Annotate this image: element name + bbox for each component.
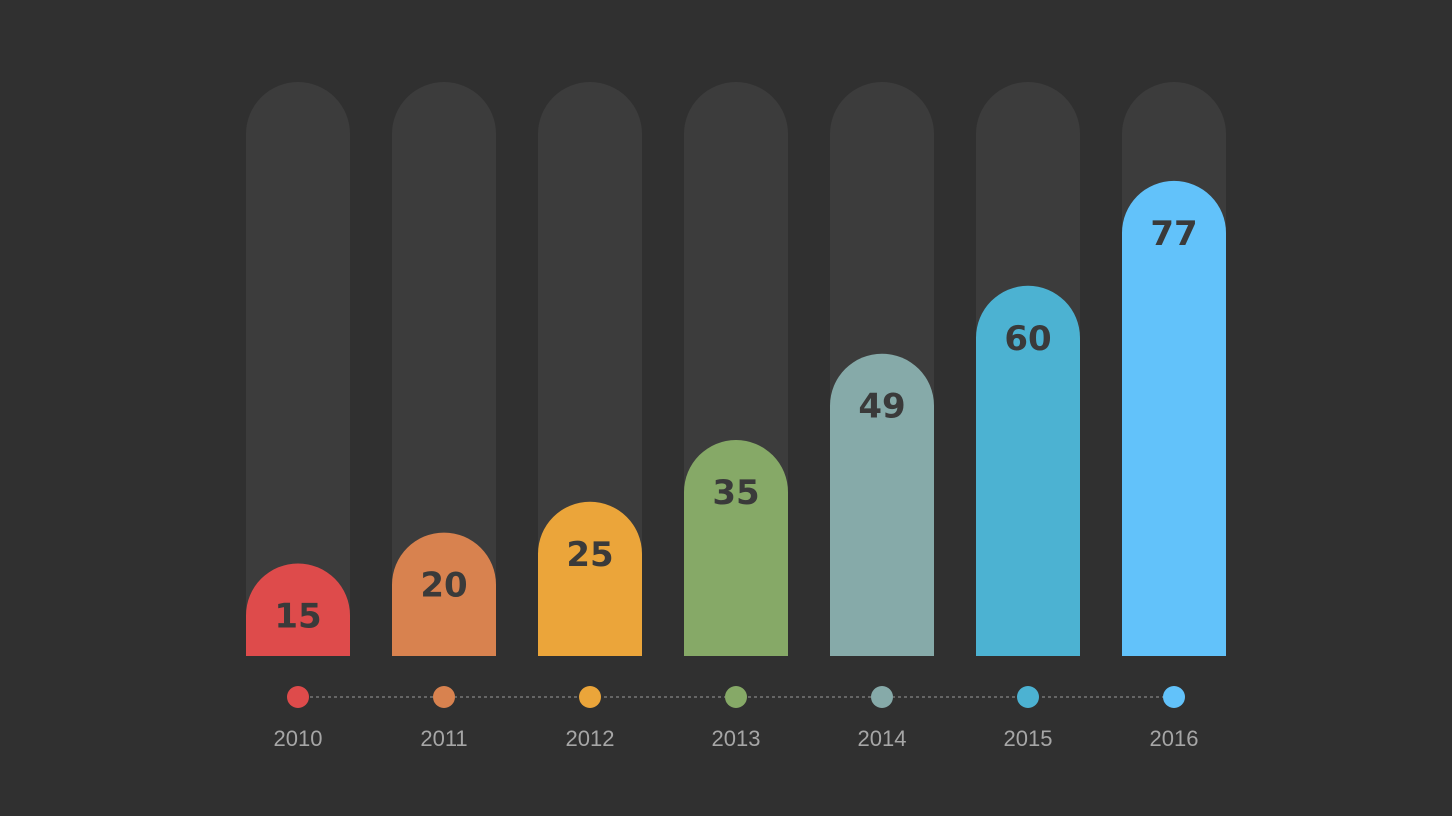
timeline <box>287 686 1185 708</box>
year-label: 2011 <box>420 726 467 751</box>
bar <box>976 285 1080 656</box>
bar-value-label: 15 <box>274 596 321 636</box>
bar <box>830 353 934 656</box>
year-label: 2015 <box>1004 726 1053 751</box>
year-label: 2010 <box>274 726 323 751</box>
bar <box>538 501 642 656</box>
year-label: 2016 <box>1150 726 1199 751</box>
bar-track <box>246 82 350 656</box>
year-label: 2014 <box>858 726 907 751</box>
bar-value-label: 49 <box>858 387 905 427</box>
timeline-dot <box>433 686 455 708</box>
timeline-dot <box>1163 686 1185 708</box>
timeline-dot <box>287 686 309 708</box>
value-labels: 15 20 25 35 49 60 77 <box>274 214 1197 637</box>
bars <box>246 180 1226 656</box>
timeline-dot <box>579 686 601 708</box>
bar-value-label: 60 <box>1004 319 1051 359</box>
year-labels: 2010 2011 2012 2013 2014 2015 2016 <box>274 726 1199 751</box>
bar-value-label: 77 <box>1150 214 1197 254</box>
bar <box>1122 180 1226 656</box>
bar-value-label: 35 <box>712 473 759 513</box>
bar-value-label: 25 <box>566 535 613 575</box>
bar <box>684 440 788 656</box>
timeline-dot <box>1017 686 1039 708</box>
timeline-dot <box>725 686 747 708</box>
year-label: 2013 <box>712 726 761 751</box>
timeline-dot <box>871 686 893 708</box>
bar <box>246 563 350 656</box>
bar <box>392 532 496 656</box>
year-label: 2012 <box>566 726 615 751</box>
bar-track <box>392 82 496 656</box>
bar-value-label: 20 <box>420 566 467 606</box>
